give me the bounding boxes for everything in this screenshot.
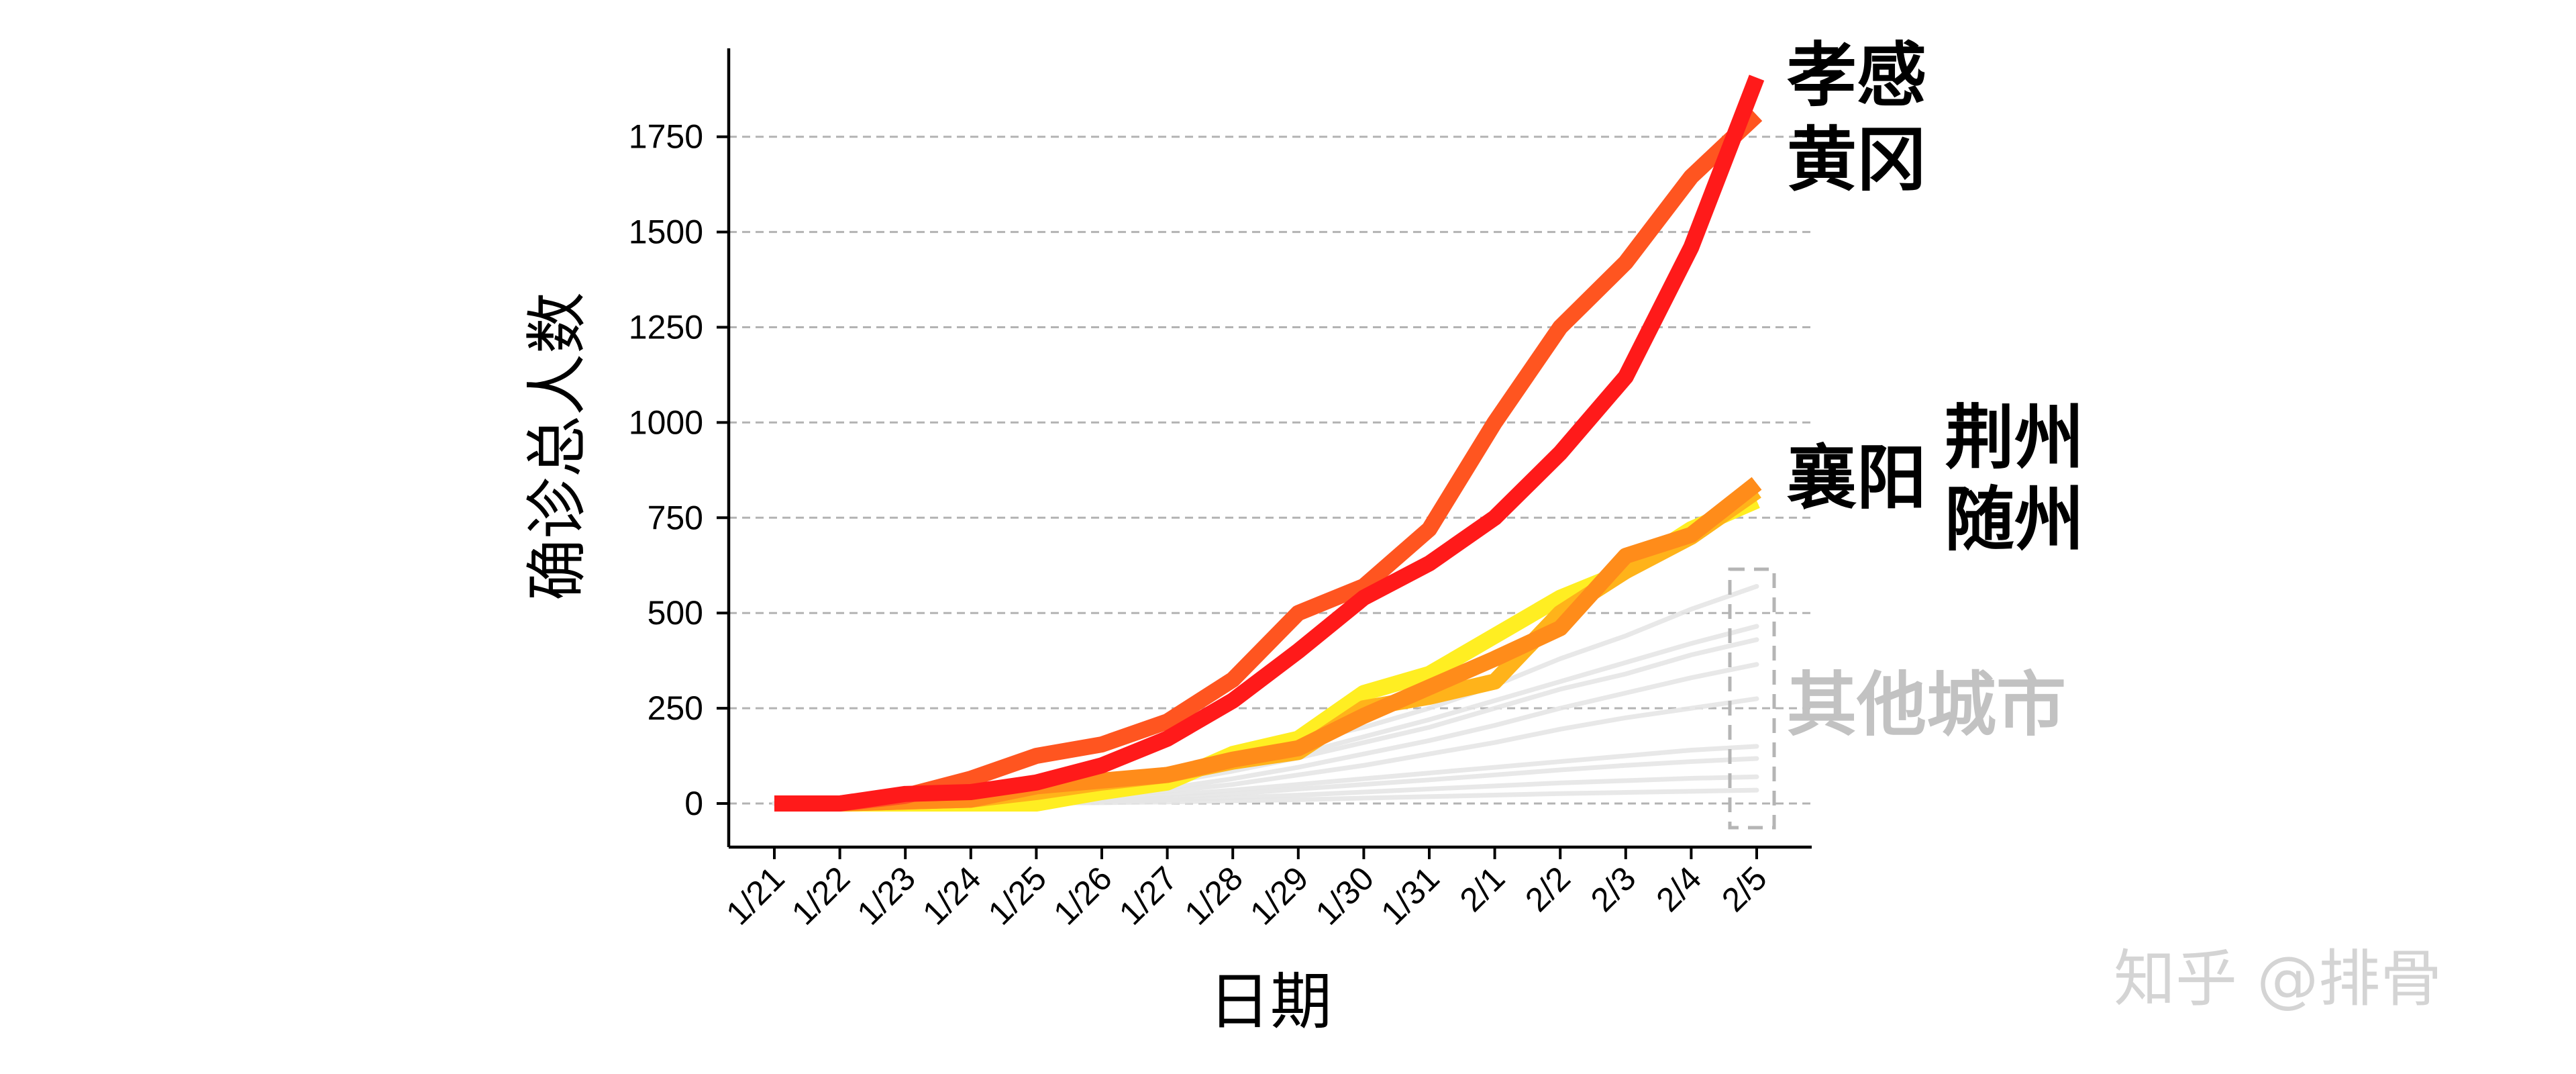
x-tick-label: 1/31 [1374,859,1446,932]
y-tick-label: 1000 [629,403,703,441]
annotation-suizhou: 随州 [1945,479,2084,560]
y-tick-label: 500 [648,594,703,632]
y-axis-label: 确诊总人数 [521,292,593,601]
annotation-other-cities: 其他城市 [1787,664,2066,746]
y-tick-label: 1500 [629,213,703,251]
background-series-group [772,583,1759,806]
x-tick-label: 1/24 [915,859,988,932]
y-tick-label: 1250 [629,309,703,346]
y-tick-label: 0 [684,785,703,822]
x-tick-label: 1/27 [1112,859,1184,932]
x-tick-label: 1/23 [850,859,923,932]
x-tick-label: 1/29 [1243,859,1315,932]
annotation-xiaogan: 孝感 [1787,34,1926,116]
x-tick-label: 2/5 [1714,859,1774,919]
highlight-series-group [774,75,1765,812]
y-tick-label: 250 [648,689,703,727]
x-tick-label: 1/28 [1178,859,1250,932]
y-tick-label: 750 [648,499,703,536]
x-axis-label: 日期 [1208,966,1332,1038]
x-tick-label: 2/2 [1518,859,1578,919]
other-cities-box [1728,567,1776,830]
y-tick-label: 1750 [629,118,703,156]
annotation-huanggang: 黄冈 [1787,119,1926,201]
x-tick-label: 1/22 [784,859,857,932]
grid-lines [729,136,1812,805]
x-tick-label: 2/3 [1584,859,1643,919]
x-tick-label: 1/26 [1046,859,1119,932]
x-tick-label: 1/25 [981,859,1053,932]
annotation-xiangyang: 襄阳 [1787,437,1926,519]
series-line-孝感 [774,75,1765,812]
annotation-jingzhou: 荆州 [1945,397,2084,479]
x-tick-label: 1/30 [1308,859,1381,932]
x-tick-label: 2/4 [1649,859,1708,919]
x-tick-label: 2/1 [1453,859,1512,919]
x-tick-group: 1/211/221/231/241/251/261/271/281/291/30… [719,847,1774,932]
watermark: 知乎 @排骨 [2114,943,2442,1015]
y-tick-group: 0 250 500 750 1000 1250 1500 1750 [629,118,729,822]
series-line-黄冈 [774,109,1763,812]
x-tick-label: 1/21 [719,859,791,932]
